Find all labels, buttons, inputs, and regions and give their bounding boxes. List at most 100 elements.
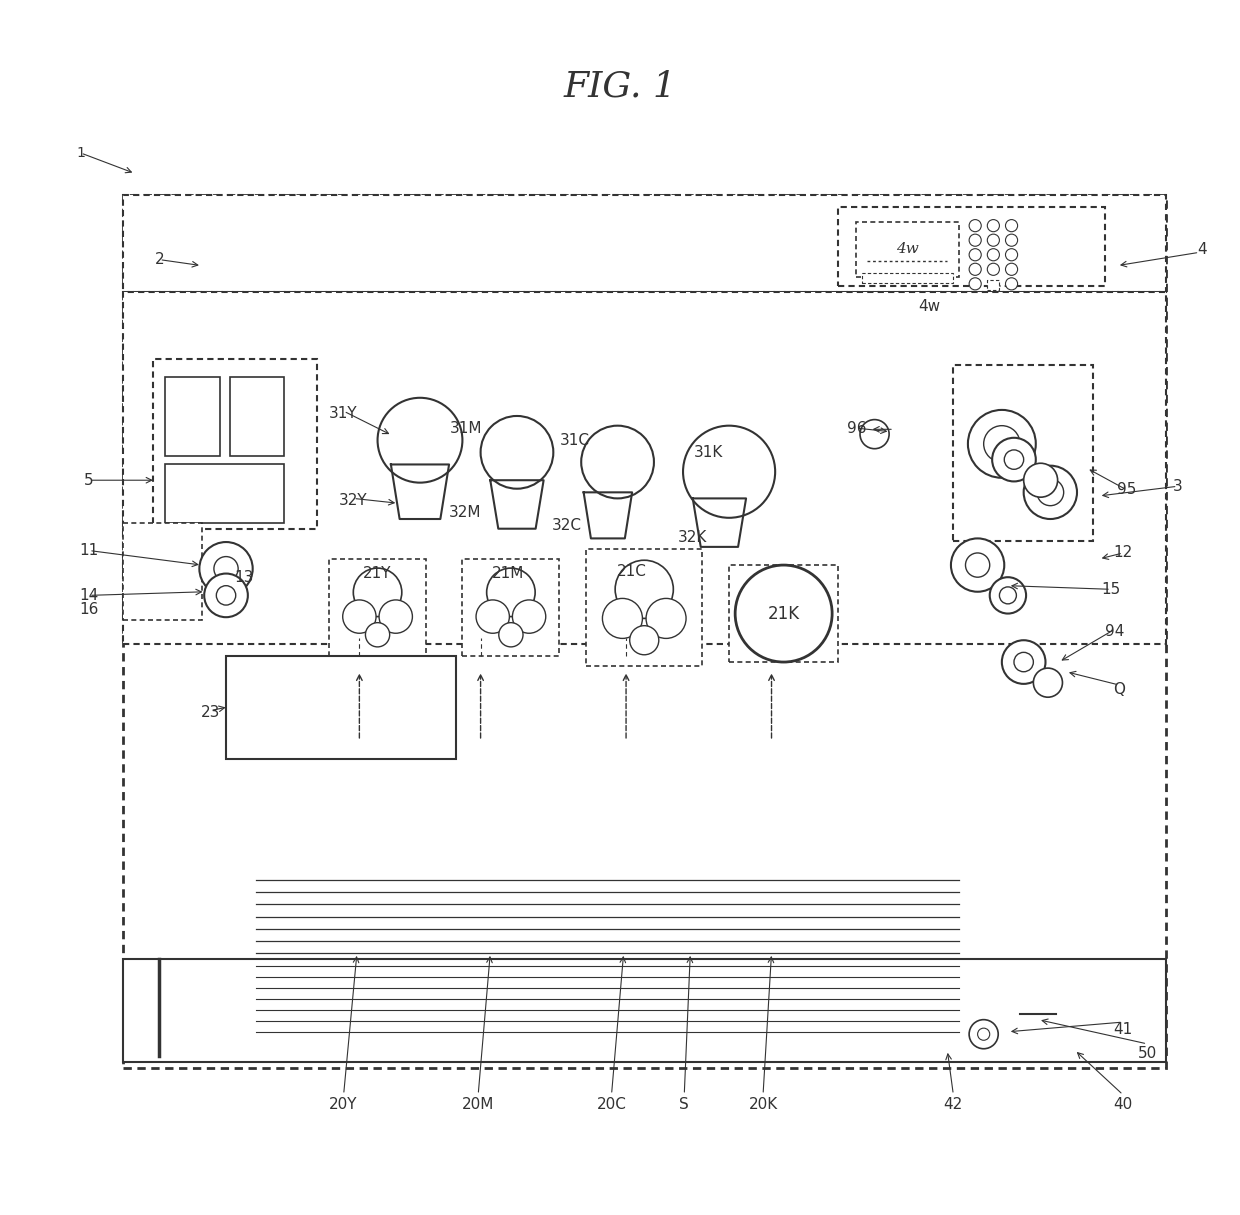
Circle shape bbox=[1006, 278, 1018, 290]
FancyBboxPatch shape bbox=[729, 565, 838, 662]
Polygon shape bbox=[584, 492, 632, 538]
FancyBboxPatch shape bbox=[838, 208, 1105, 287]
Text: 15: 15 bbox=[1101, 582, 1121, 597]
Text: 94: 94 bbox=[1105, 625, 1125, 639]
FancyBboxPatch shape bbox=[863, 273, 954, 283]
Circle shape bbox=[970, 234, 981, 247]
FancyBboxPatch shape bbox=[154, 358, 317, 529]
Text: 31K: 31K bbox=[694, 445, 723, 459]
Circle shape bbox=[966, 553, 990, 577]
Text: Q: Q bbox=[1114, 683, 1126, 697]
Text: 21Y: 21Y bbox=[363, 566, 392, 581]
Circle shape bbox=[486, 569, 536, 616]
FancyBboxPatch shape bbox=[165, 464, 284, 522]
Text: 21K: 21K bbox=[768, 605, 800, 622]
Text: 40: 40 bbox=[1114, 1097, 1132, 1112]
Polygon shape bbox=[490, 480, 543, 529]
Text: 31Y: 31Y bbox=[330, 406, 358, 422]
Circle shape bbox=[215, 556, 238, 581]
Circle shape bbox=[1006, 249, 1018, 261]
Text: 32K: 32K bbox=[678, 530, 708, 544]
Circle shape bbox=[987, 234, 999, 247]
Circle shape bbox=[379, 600, 413, 633]
Circle shape bbox=[630, 626, 658, 655]
Circle shape bbox=[987, 264, 999, 276]
FancyBboxPatch shape bbox=[123, 196, 1166, 293]
FancyBboxPatch shape bbox=[857, 222, 960, 277]
FancyBboxPatch shape bbox=[229, 377, 284, 456]
Circle shape bbox=[512, 600, 546, 633]
Circle shape bbox=[999, 587, 1017, 604]
FancyBboxPatch shape bbox=[123, 196, 1166, 1068]
Circle shape bbox=[200, 542, 253, 595]
Text: 20C: 20C bbox=[596, 1097, 626, 1112]
Circle shape bbox=[970, 1019, 998, 1049]
Circle shape bbox=[646, 599, 686, 638]
Circle shape bbox=[1006, 264, 1018, 276]
Text: 4w: 4w bbox=[918, 299, 940, 315]
Text: 20K: 20K bbox=[749, 1097, 777, 1112]
Circle shape bbox=[1024, 465, 1078, 519]
Circle shape bbox=[1002, 640, 1045, 684]
Circle shape bbox=[481, 416, 553, 488]
Circle shape bbox=[1006, 220, 1018, 232]
Circle shape bbox=[353, 569, 402, 616]
Text: 21C: 21C bbox=[618, 564, 647, 578]
Text: 20Y: 20Y bbox=[330, 1097, 358, 1112]
FancyBboxPatch shape bbox=[123, 959, 1166, 1062]
Text: 2: 2 bbox=[155, 252, 164, 267]
Circle shape bbox=[987, 220, 999, 232]
Text: 31M: 31M bbox=[450, 420, 482, 436]
Circle shape bbox=[476, 600, 510, 633]
Text: 31C: 31C bbox=[560, 433, 590, 447]
Circle shape bbox=[205, 573, 248, 617]
Text: 3: 3 bbox=[1173, 479, 1183, 493]
Polygon shape bbox=[693, 498, 746, 547]
Circle shape bbox=[861, 419, 889, 448]
Text: 42: 42 bbox=[944, 1097, 963, 1112]
Circle shape bbox=[987, 249, 999, 261]
Circle shape bbox=[970, 264, 981, 276]
FancyBboxPatch shape bbox=[987, 281, 999, 290]
Circle shape bbox=[992, 437, 1035, 481]
Text: 50: 50 bbox=[1137, 1046, 1157, 1061]
Text: 41: 41 bbox=[1114, 1022, 1132, 1036]
FancyBboxPatch shape bbox=[123, 522, 202, 620]
FancyBboxPatch shape bbox=[165, 377, 219, 456]
FancyBboxPatch shape bbox=[226, 656, 456, 759]
Text: 96: 96 bbox=[847, 420, 866, 436]
Circle shape bbox=[951, 538, 1004, 592]
Circle shape bbox=[582, 425, 653, 498]
Text: 23: 23 bbox=[201, 706, 219, 720]
FancyBboxPatch shape bbox=[123, 293, 1166, 644]
Circle shape bbox=[603, 599, 642, 638]
Circle shape bbox=[983, 425, 1021, 462]
Text: 16: 16 bbox=[79, 603, 99, 617]
Circle shape bbox=[366, 622, 389, 646]
Circle shape bbox=[970, 278, 981, 290]
Circle shape bbox=[1033, 668, 1063, 697]
Text: 5: 5 bbox=[84, 473, 94, 487]
Text: 13: 13 bbox=[234, 570, 254, 584]
Circle shape bbox=[1006, 234, 1018, 247]
Circle shape bbox=[1037, 479, 1064, 505]
Circle shape bbox=[615, 560, 673, 618]
Text: 4w: 4w bbox=[897, 242, 919, 255]
Text: 95: 95 bbox=[1117, 482, 1136, 497]
FancyBboxPatch shape bbox=[954, 364, 1092, 541]
Text: 12: 12 bbox=[1114, 546, 1132, 560]
Text: 11: 11 bbox=[79, 543, 99, 558]
Circle shape bbox=[216, 586, 236, 605]
Text: 1: 1 bbox=[76, 146, 86, 160]
Text: 32Y: 32Y bbox=[339, 493, 367, 508]
Circle shape bbox=[377, 397, 463, 482]
Circle shape bbox=[1014, 652, 1033, 672]
Circle shape bbox=[970, 220, 981, 232]
FancyBboxPatch shape bbox=[329, 559, 427, 656]
Circle shape bbox=[735, 565, 832, 662]
Circle shape bbox=[970, 249, 981, 261]
FancyBboxPatch shape bbox=[587, 549, 702, 666]
FancyBboxPatch shape bbox=[463, 559, 559, 656]
Circle shape bbox=[498, 622, 523, 646]
Text: 4: 4 bbox=[1197, 243, 1207, 258]
